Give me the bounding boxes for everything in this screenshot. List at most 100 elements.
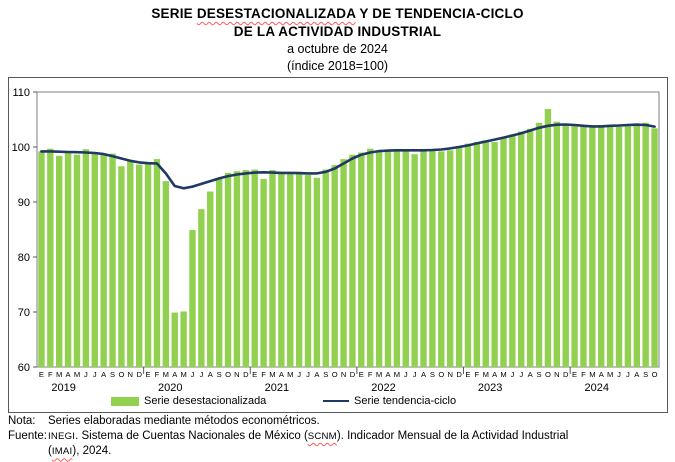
svg-text:A: A <box>528 370 534 379</box>
year-label-2024: 2024 <box>585 382 609 394</box>
title-index-note: (índice 2018=100) <box>286 59 389 74</box>
fuente-imai: IMAI <box>51 446 73 458</box>
fuente-label: Fuente: <box>8 430 47 443</box>
bar-month-11 <box>135 164 143 367</box>
bar-month-47 <box>455 145 463 367</box>
svg-text:N: N <box>341 370 346 379</box>
bar-month-14 <box>162 181 170 367</box>
svg-text:O: O <box>652 370 658 379</box>
bar-month-41 <box>402 150 409 367</box>
svg-text:A: A <box>172 370 178 379</box>
title-line-2: DE LA ACTIVIDAD INDUSTRIAL <box>233 24 442 40</box>
bar-month-60 <box>571 125 578 367</box>
year-label-2020: 2020 <box>158 382 182 394</box>
svg-text:S: S <box>537 370 542 379</box>
fuente-text-b: ). Indicador Mensual de la Actividad Ind… <box>336 430 569 443</box>
svg-text:M: M <box>589 370 595 379</box>
bar-month-13 <box>153 159 161 367</box>
trend-cycle-line <box>40 123 656 190</box>
svg-text:M: M <box>607 370 613 379</box>
bar-month-17 <box>189 230 196 367</box>
svg-text:J: J <box>617 370 621 379</box>
bar-month-54 <box>518 131 525 367</box>
fuente-year: ), 2024. <box>72 445 112 458</box>
svg-text:F: F <box>155 370 160 379</box>
svg-text:A: A <box>279 370 285 379</box>
bar-month-56 <box>535 122 543 367</box>
chart-title-block: SERIE DESESTACIONALIZADA Y DE TENDENCIA-… <box>0 5 675 75</box>
svg-text:N: N <box>447 370 452 379</box>
bar-month-8 <box>109 153 116 367</box>
bar-month-7 <box>100 153 107 367</box>
svg-text:A: A <box>385 370 391 379</box>
svg-text:N: N <box>128 370 133 379</box>
bar-month-38 <box>375 151 383 367</box>
svg-text:F: F <box>368 370 373 379</box>
nota-row: Nota: Series elaboradas mediante métodos… <box>8 414 668 429</box>
title-line-1: SERIE DESESTACIONALIZADA Y DE TENDENCIA-… <box>0 5 675 23</box>
svg-text:O: O <box>118 370 124 379</box>
bar-month-49 <box>473 142 481 367</box>
svg-text:E: E <box>572 370 577 379</box>
bar-month-57 <box>544 109 552 368</box>
svg-text:M: M <box>376 370 382 379</box>
nota-text: Series elaboradas mediante métodos econo… <box>48 415 320 427</box>
svg-text:J: J <box>626 370 630 379</box>
svg-text:80: 80 <box>18 252 30 264</box>
bar-month-64 <box>606 126 614 367</box>
bar-month-1 <box>47 148 54 367</box>
bar-month-6 <box>91 152 98 367</box>
fuente-row: Fuente: INEGI. Sistema de Cuentas Nacion… <box>8 429 668 444</box>
svg-text:F: F <box>475 370 480 379</box>
bar-month-52 <box>500 137 507 367</box>
bar-month-59 <box>562 125 569 367</box>
svg-text:60: 60 <box>18 362 30 374</box>
svg-text:E: E <box>465 370 470 379</box>
bar-month-40 <box>393 149 401 367</box>
legend-bar-label: Serie desestacionalizada <box>144 395 267 407</box>
bar-month-5 <box>82 149 90 367</box>
legend-bar-swatch <box>111 396 139 406</box>
svg-text:S: S <box>430 370 435 379</box>
svg-text:J: J <box>84 370 88 379</box>
svg-text:F: F <box>48 370 53 379</box>
bar-month-10 <box>127 161 134 367</box>
svg-text:S: S <box>217 370 222 379</box>
bar-month-53 <box>509 134 516 367</box>
svg-text:O: O <box>438 370 444 379</box>
bar-month-43 <box>420 151 427 367</box>
svg-text:E: E <box>146 370 151 379</box>
bar-month-51 <box>491 142 498 367</box>
svg-text:F: F <box>581 370 586 379</box>
svg-text:S: S <box>643 370 648 379</box>
svg-text:E: E <box>359 370 364 379</box>
bar-month-55 <box>526 128 534 367</box>
svg-text:D: D <box>563 370 569 379</box>
bar-month-69 <box>651 128 658 367</box>
bar-month-68 <box>642 122 649 367</box>
svg-text:J: J <box>519 370 523 379</box>
svg-text:J: J <box>199 370 203 379</box>
svg-text:J: J <box>93 370 97 379</box>
bar-month-0 <box>38 151 45 367</box>
svg-text:M: M <box>500 370 506 379</box>
bar-month-30 <box>304 175 312 367</box>
bar-month-19 <box>207 191 214 367</box>
chart-legend: Serie desestacionalizada Serie tendencia… <box>9 393 667 409</box>
svg-text:A: A <box>101 370 107 379</box>
bar-month-24 <box>251 169 258 367</box>
bar-month-67 <box>633 123 640 367</box>
bar-month-46 <box>446 150 454 367</box>
bar-month-50 <box>482 140 489 367</box>
svg-text:M: M <box>394 370 400 379</box>
bar-month-21 <box>224 172 232 367</box>
svg-text:A: A <box>492 370 498 379</box>
year-label-2023: 2023 <box>478 382 502 394</box>
bar-month-45 <box>438 151 445 367</box>
footnotes: Nota: Series elaboradas mediante métodos… <box>8 414 668 460</box>
svg-text:M: M <box>163 370 169 379</box>
bar-month-31 <box>313 177 321 367</box>
bar-month-44 <box>429 149 436 367</box>
